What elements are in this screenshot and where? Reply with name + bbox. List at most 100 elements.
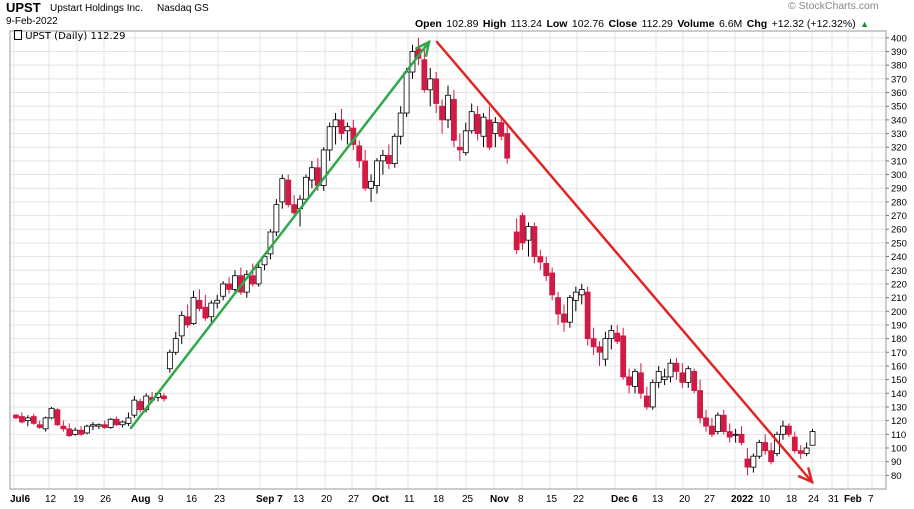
candle-body	[549, 272, 556, 296]
candle-body	[780, 425, 786, 435]
x-tick-label: 2022	[731, 494, 754, 505]
candle-body	[572, 291, 579, 301]
y-tick-label: 390	[891, 47, 907, 58]
candle-body	[620, 335, 627, 378]
y-tick-label: 90	[891, 457, 902, 468]
ohlc-readout: Open 102.89 High 113.24 Low 102.76 Close…	[415, 14, 869, 32]
x-tick-label: 20	[321, 494, 333, 505]
candle-body	[101, 424, 108, 428]
high-value: 113.24	[510, 18, 542, 30]
chg-label: Chg	[746, 18, 768, 30]
x-tick-label: 12	[45, 494, 57, 505]
x-tick-label: 13	[293, 494, 305, 505]
candle-body	[555, 297, 561, 315]
x-tick-label: 24	[808, 494, 820, 505]
x-tick-label: 27	[348, 494, 360, 505]
candle-body	[214, 299, 221, 304]
candle-body	[255, 267, 262, 285]
candle-body	[356, 145, 363, 162]
candle-body	[567, 297, 573, 323]
symbol: UPST	[6, 0, 41, 15]
candle-body	[24, 417, 31, 422]
candle-body	[561, 313, 567, 323]
candle-body	[519, 215, 526, 244]
candle-body	[202, 306, 209, 319]
candle-body	[119, 421, 126, 426]
candle-body	[178, 314, 185, 337]
y-tick-label: 340	[891, 115, 907, 126]
candle-body	[36, 424, 43, 428]
x-tick-label: Feb	[844, 494, 862, 505]
y-tick-label: 350	[891, 102, 907, 113]
candle-body	[249, 275, 256, 285]
candle-body	[137, 401, 144, 411]
candle-body	[60, 425, 67, 430]
stockcharts-watermark: © StockCharts.com	[788, 0, 879, 12]
uptrend-arrow-head	[415, 39, 431, 57]
x-tick-label: Jul6	[10, 494, 30, 505]
y-tick-label: 220	[891, 279, 907, 290]
y-tick-label: 300	[891, 170, 907, 181]
candle-body	[803, 447, 810, 454]
legend-text: UPST (Daily) 112.29	[25, 31, 126, 42]
candle-body	[679, 372, 686, 383]
candle-body	[726, 431, 733, 438]
candle-body	[226, 283, 232, 290]
candle-body	[709, 425, 715, 435]
candle-body	[543, 263, 550, 277]
candle-body	[468, 111, 475, 132]
candle-body	[492, 122, 499, 134]
low-value: 102.76	[571, 18, 605, 30]
candle-body	[608, 330, 615, 340]
candle-body	[626, 376, 632, 386]
volume-value: 6.6M	[718, 18, 743, 30]
candle-body	[95, 424, 102, 427]
chg-value: +12.32 (+12.32%)	[771, 18, 856, 30]
candle-body	[78, 429, 84, 435]
x-tick-label: 19	[73, 494, 85, 505]
uptrend-arrow-line	[129, 40, 431, 430]
y-tick-label: 110	[891, 430, 906, 441]
y-tick-label: 230	[891, 266, 907, 277]
candle-body	[590, 338, 597, 348]
x-tick-label: 18	[786, 494, 798, 505]
candle-body	[90, 424, 96, 427]
candle-body	[691, 371, 698, 391]
y-tick-label: 400	[891, 33, 907, 44]
candle-body	[338, 119, 345, 134]
candle-body	[66, 428, 73, 437]
candle-body	[632, 371, 638, 387]
candle-body	[320, 149, 327, 186]
downtrend-arrow-head	[797, 467, 814, 485]
candle-body	[42, 417, 49, 430]
candle-body	[797, 450, 804, 454]
candle-body	[303, 176, 309, 200]
downtrend-arrow-line	[435, 40, 814, 484]
x-tick-label: Dec 6	[611, 494, 638, 505]
x-tick-label: 26	[100, 494, 112, 505]
candle-body	[762, 442, 769, 452]
candle-body	[344, 126, 351, 132]
candle-body	[768, 450, 775, 463]
candle-body	[391, 135, 398, 165]
close-label: Close	[608, 18, 638, 30]
close-value: 112.29	[641, 18, 673, 30]
candle-body	[220, 283, 227, 297]
candle-body	[13, 414, 19, 419]
y-tick-label: 360	[891, 88, 907, 99]
candle-body	[380, 155, 386, 162]
candle-body	[421, 59, 428, 91]
candle-body	[638, 372, 644, 394]
candle-body	[525, 226, 532, 241]
candle-body	[439, 105, 445, 121]
x-tick-label: 20	[679, 494, 691, 505]
candle-body	[30, 416, 37, 424]
candle-body	[172, 338, 179, 353]
candle-body	[166, 351, 173, 370]
candle-body	[279, 178, 286, 203]
candle-legend-icon	[14, 30, 22, 40]
candle-body	[474, 113, 481, 134]
y-tick-label: 160	[891, 361, 907, 372]
y-tick-label: 270	[891, 211, 907, 222]
